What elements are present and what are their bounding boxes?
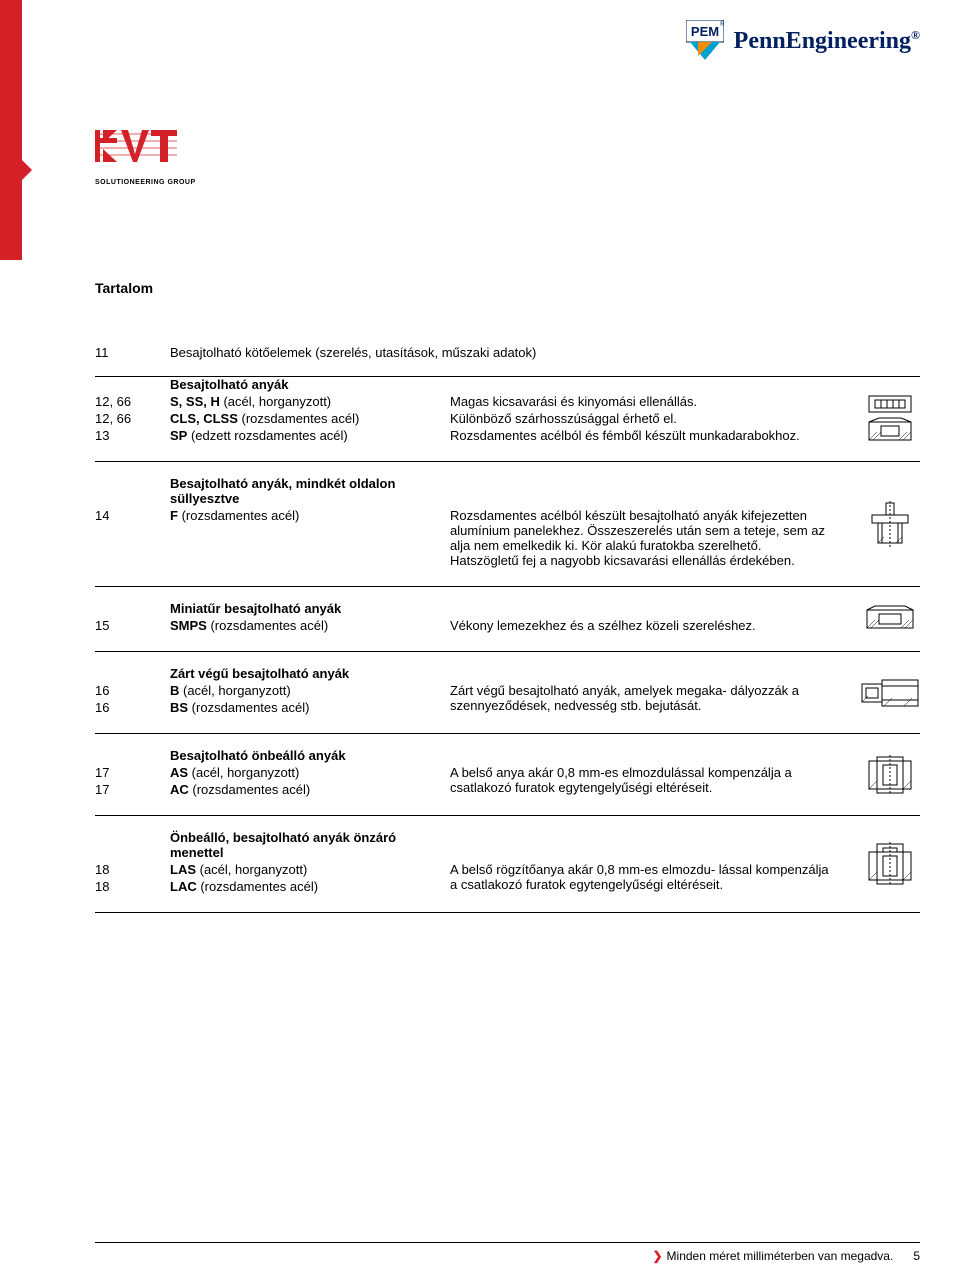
type-code: F (rozsdamentes acél) [170, 508, 450, 523]
pem-logo-icon: PEM ® [686, 20, 724, 62]
page-ref: 18 [95, 862, 170, 877]
type-code: CLS, CLSS (rozsdamentes acél) [170, 411, 450, 426]
footer-note: ❯Minden méret milliméterben van megadva. [652, 1249, 893, 1263]
page-ref: 14 [95, 508, 170, 523]
section-heading: Miniatűr besajtolható anyák [170, 601, 450, 616]
page-ref: 16 [95, 700, 170, 715]
footer-marker-icon: ❯ [652, 1249, 662, 1263]
kvt-logo-icon [95, 130, 179, 172]
page-ref: 12, 66 [95, 394, 170, 409]
type-code: S, SS, H (acél, horganyzott) [170, 394, 450, 409]
nut6-icon [860, 842, 920, 886]
toc-section: Zárt végű besajtolható anyák16B (acél, h… [95, 652, 920, 734]
type-code: BS (rozsdamentes acél) [170, 700, 450, 715]
content-area: Tartalom 11 Besajtolható kötőelemek (sze… [95, 280, 920, 913]
nut1-icon [860, 394, 920, 444]
type-code: LAS (acél, horganyzott) [170, 862, 450, 877]
type-code: SMPS (rozsdamentes acél) [170, 618, 450, 633]
penn-engineering-label: PennEngineering® [734, 28, 920, 55]
svg-text:PEM: PEM [691, 24, 719, 39]
description: Vékony lemezekhez és a szélhez közeli sz… [450, 618, 920, 633]
nut4-icon [860, 676, 920, 710]
toc-section: Besajtolható anyák12, 66S, SS, H (acél, … [95, 377, 920, 462]
kvt-subtitle: SOLUTIONEERING GROUP [95, 179, 196, 186]
toc-section: Önbeálló, besajtolható anyák önzáró mene… [95, 816, 920, 913]
page-ref: 18 [95, 879, 170, 894]
page-ref: 15 [95, 618, 170, 633]
type-code: B (acél, horganyzott) [170, 683, 450, 698]
section-heading: Besajtolható anyák, mindkét oldalon süll… [170, 476, 450, 506]
header-logos: PEM ® PennEngineering® [686, 20, 920, 62]
page-ref: 13 [95, 428, 170, 443]
description: Rozsdamentes acélból készült besajtolhat… [450, 508, 920, 568]
description: Magas kicsavarási és kinyomási ellenállá… [450, 394, 920, 409]
section-heading: Zárt végű besajtolható anyák [170, 666, 450, 681]
red-triangle [22, 160, 32, 180]
kvt-logo: SOLUTIONEERING GROUP [95, 130, 196, 186]
section-heading: Önbeálló, besajtolható anyák önzáró mene… [170, 830, 450, 860]
intro-section: 11 Besajtolható kötőelemek (szerelés, ut… [95, 331, 920, 377]
page-title: Tartalom [95, 280, 920, 296]
nut3-icon [860, 604, 920, 634]
page-ref: 16 [95, 683, 170, 698]
page-ref: 17 [95, 782, 170, 797]
page-ref: 12, 66 [95, 411, 170, 426]
page-number: 5 [913, 1249, 920, 1263]
section-heading: Besajtolható anyák [170, 377, 450, 392]
type-code: SP (edzett rozsdamentes acél) [170, 428, 450, 443]
section-heading: Besajtolható önbeálló anyák [170, 748, 450, 763]
type-code: AC (rozsdamentes acél) [170, 782, 450, 797]
intro-text: Besajtolható kötőelemek (szerelés, utasí… [170, 345, 536, 360]
nut5-icon [860, 755, 920, 795]
description: A belső rögzítőanya akár 0,8 mm-es elmoz… [450, 862, 920, 896]
svg-text:®: ® [720, 20, 724, 28]
nut2-icon [860, 501, 920, 547]
description: A belső anya akár 0,8 mm-es elmozdulássa… [450, 765, 920, 799]
toc-section: Besajtolható önbeálló anyák17AS (acél, h… [95, 734, 920, 816]
description: Különböző szárhosszúsággal érhető el. [450, 411, 920, 426]
description: Zárt végű besajtolható anyák, amelyek me… [450, 683, 920, 717]
page-footer: ❯Minden méret milliméterben van megadva.… [95, 1242, 920, 1263]
type-code: LAC (rozsdamentes acél) [170, 879, 450, 894]
page-ref: 17 [95, 765, 170, 780]
type-code: AS (acél, horganyzott) [170, 765, 450, 780]
page-ref: 11 [95, 345, 170, 360]
toc-section: Miniatűr besajtolható anyák15SMPS (rozsd… [95, 587, 920, 652]
description: Rozsdamentes acélból és fémből készült m… [450, 428, 920, 443]
red-side-bar [0, 0, 22, 260]
toc-section: Besajtolható anyák, mindkét oldalon süll… [95, 462, 920, 587]
